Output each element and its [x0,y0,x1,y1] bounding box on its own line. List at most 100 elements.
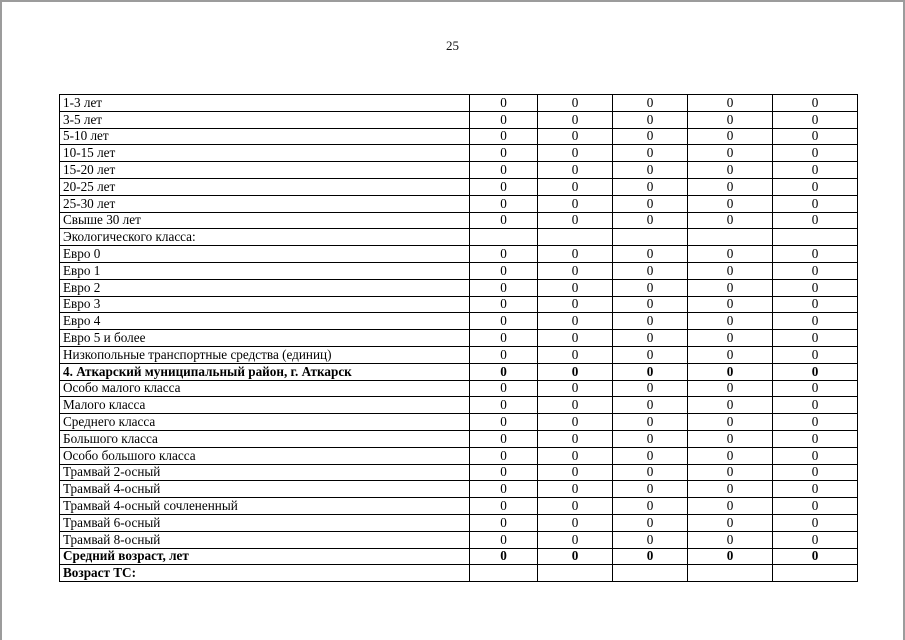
table-row: 15-20 лет 0 0 0 0 0 [59,161,858,179]
table-row: Трамвай 6-осный 0 0 0 0 0 [59,513,858,532]
row-label: 10-15 лет [59,144,470,163]
value-cell: 0 [772,362,858,381]
value-cell: 0 [772,480,858,499]
value-cell: 0 [687,547,773,566]
value-cell: 0 [687,161,773,179]
value-cell: 0 [537,261,613,280]
table-row: Малого класса 0 0 0 0 0 [59,396,858,415]
table-row: Особо малого класса 0 0 0 0 0 [59,379,858,398]
value-cell: 0 [772,245,858,263]
table-row: Особо большого класса 0 0 0 0 0 [59,446,858,465]
value-cell: 0 [537,329,613,347]
value-cell: 0 [687,144,773,163]
table-row: 10-15 лет 0 0 0 0 0 [59,144,858,163]
value-cell: 0 [612,211,688,230]
value-cell: 0 [537,446,613,465]
table-row: 25-30 лет 0 0 0 0 0 [59,194,858,213]
value-cell: 0 [469,278,538,297]
value-cell: 0 [687,177,773,196]
value-cell: 0 [469,261,538,280]
value-cell: 0 [537,413,613,431]
value-cell: 0 [469,446,538,465]
value-cell: 0 [687,329,773,347]
value-cell: 0 [687,110,773,129]
value-cell: 0 [612,547,688,566]
value-cell: 0 [469,480,538,499]
row-label: Евро 5 и более [59,329,470,347]
value-cell: 0 [687,194,773,213]
value-cell: 0 [537,94,613,112]
value-cell [687,228,773,247]
table-row: 3-5 лет 0 0 0 0 0 [59,110,858,129]
row-label: Большого класса [59,429,470,448]
value-cell: 0 [537,144,613,163]
row-label: Свыше 30 лет [59,211,470,230]
value-cell: 0 [612,463,688,482]
value-cell: 0 [612,513,688,532]
value-cell: 0 [687,312,773,331]
row-label: Трамвай 8-осный [59,530,470,549]
value-cell: 0 [687,362,773,381]
value-cell: 0 [469,345,538,364]
value-cell: 0 [537,110,613,129]
row-label: Особо малого класса [59,379,470,398]
value-cell: 0 [687,396,773,415]
value-cell: 0 [772,497,858,515]
value-cell: 0 [612,413,688,431]
table-body: 1-3 лет 0 0 0 0 0 3-5 лет 0 0 0 0 0 5-10 лет 0 0 0 0 0 10-… [59,94,858,583]
value-cell: 0 [537,463,613,482]
value-cell: 0 [612,362,688,381]
value-cell: 0 [469,177,538,196]
value-cell: 0 [772,329,858,347]
value-cell: 0 [687,497,773,515]
value-cell: 0 [612,379,688,398]
value-cell: 0 [772,177,858,196]
value-cell: 0 [772,413,858,431]
value-cell: 0 [772,513,858,532]
row-label: 3-5 лет [59,110,470,129]
value-cell: 0 [469,211,538,230]
table-row: 4. Аткарский муниципальный район, г. Атк… [59,362,858,381]
row-label: Евро 2 [59,278,470,297]
value-cell: 0 [687,261,773,280]
value-cell: 0 [772,446,858,465]
value-cell: 0 [537,396,613,415]
value-cell: 0 [687,127,773,146]
table-row: Трамвай 2-осный 0 0 0 0 0 [59,463,858,482]
row-label: Особо большого класса [59,446,470,465]
value-cell: 0 [469,329,538,347]
row-label: Евро 4 [59,312,470,331]
value-cell: 0 [772,429,858,448]
table-row: Низкопольные транспортные средства (един… [59,345,858,364]
table-row: Трамвай 4-осный 0 0 0 0 0 [59,480,858,499]
table-row: Свыше 30 лет 0 0 0 0 0 [59,211,858,230]
value-cell: 0 [687,345,773,364]
row-label: Евро 0 [59,245,470,263]
row-label: 20-25 лет [59,177,470,196]
value-cell: 0 [612,194,688,213]
value-cell: 0 [612,345,688,364]
value-cell: 0 [537,211,613,230]
vehicle-age-table: 1-3 лет 0 0 0 0 0 3-5 лет 0 0 0 0 0 5-10 лет 0 0 0 0 0 10-… [59,94,858,583]
value-cell: 0 [537,547,613,566]
value-cell: 0 [469,530,538,549]
value-cell: 0 [687,463,773,482]
value-cell: 0 [612,278,688,297]
value-cell [537,564,613,583]
table-row: Среднего класса 0 0 0 0 0 [59,413,858,431]
value-cell: 0 [537,127,613,146]
value-cell: 0 [687,413,773,431]
table-row: 20-25 лет 0 0 0 0 0 [59,177,858,196]
value-cell: 0 [537,295,613,314]
value-cell: 0 [469,312,538,331]
row-label: Трамвай 4-осный сочлененный [59,497,470,515]
table-row: Трамвай 8-осный 0 0 0 0 0 [59,530,858,549]
value-cell: 0 [537,278,613,297]
table-row: Экологического класса: [59,228,858,247]
value-cell [772,564,858,583]
value-cell: 0 [612,312,688,331]
